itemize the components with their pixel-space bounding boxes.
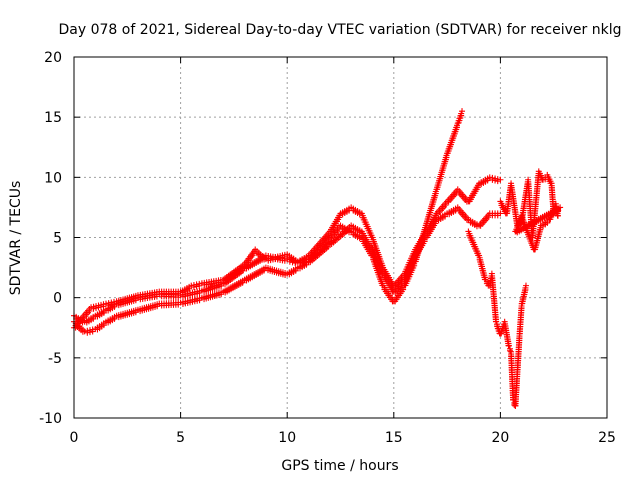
data-point (239, 279, 246, 286)
data-point (111, 315, 118, 322)
data-point (537, 226, 544, 233)
data-point (497, 210, 504, 217)
series-track-d (465, 228, 529, 409)
data-point (81, 328, 88, 335)
data-point (494, 178, 501, 185)
y-tick-label: 5 (53, 231, 62, 247)
y-tick-label: -5 (48, 351, 62, 367)
data-point (190, 284, 197, 291)
data-point (506, 347, 513, 354)
data-point (86, 329, 93, 336)
data-point (239, 264, 246, 271)
data-point (400, 286, 407, 293)
data-point (188, 282, 195, 289)
data-point (102, 300, 109, 307)
series-track-c (71, 108, 466, 331)
data-point (193, 283, 200, 290)
data-point (489, 176, 496, 183)
data-point (422, 226, 429, 233)
data-point (336, 214, 343, 221)
data-point (522, 282, 529, 289)
x-tick-label: 15 (385, 430, 403, 446)
data-point (443, 154, 450, 161)
data-point (100, 322, 107, 329)
data-point (441, 213, 448, 220)
data-point (75, 320, 82, 327)
data-layer (71, 108, 564, 409)
data-point (100, 309, 107, 316)
data-point (84, 329, 91, 336)
data-point (292, 267, 299, 274)
chart-title: Day 078 of 2021, Sidereal Day-to-day VTE… (59, 22, 622, 38)
y-tick-label: -10 (39, 411, 62, 427)
data-point (442, 202, 449, 209)
data-point (554, 212, 561, 219)
data-point (302, 258, 309, 265)
data-point (432, 214, 439, 221)
data-point (86, 308, 93, 315)
data-point (492, 177, 499, 184)
data-point (186, 285, 193, 292)
data-point (300, 259, 307, 266)
data-point (411, 262, 418, 269)
x-axis-label: GPS time / hours (281, 458, 398, 474)
data-point (294, 258, 301, 265)
data-point (432, 190, 439, 197)
y-tick-label: 20 (44, 50, 62, 66)
data-point (458, 112, 465, 119)
data-point (544, 219, 551, 226)
data-point (497, 176, 504, 183)
data-point (474, 184, 481, 191)
data-point (110, 300, 117, 307)
data-point (105, 302, 112, 309)
data-point (108, 301, 115, 308)
data-point (196, 282, 203, 289)
data-point (485, 214, 492, 221)
y-tick-label: 0 (53, 291, 62, 307)
data-point (325, 238, 332, 245)
y-axis-label: SDTVAR / TECUs (8, 181, 24, 296)
x-tick-label: 10 (278, 430, 296, 446)
x-tick-label: 20 (491, 430, 509, 446)
data-point (505, 342, 512, 349)
data-point (314, 250, 321, 257)
data-point (399, 274, 406, 281)
data-point (90, 315, 97, 322)
data-point (484, 177, 491, 184)
x-tick-label: 5 (176, 430, 185, 446)
data-point (297, 259, 304, 266)
data-point (89, 328, 96, 335)
x-tick-label: 25 (598, 430, 616, 446)
y-tick-label: 15 (44, 110, 62, 126)
data-point (486, 174, 493, 181)
data-point (453, 124, 460, 131)
x-tick-label: 0 (70, 430, 79, 446)
ticks: 0 5 10 15 20 25 -10 -5 0 5 10 15 20 (39, 50, 616, 446)
series-track-e (497, 168, 564, 253)
y-tick-label: 10 (44, 170, 62, 186)
data-point (459, 108, 466, 115)
